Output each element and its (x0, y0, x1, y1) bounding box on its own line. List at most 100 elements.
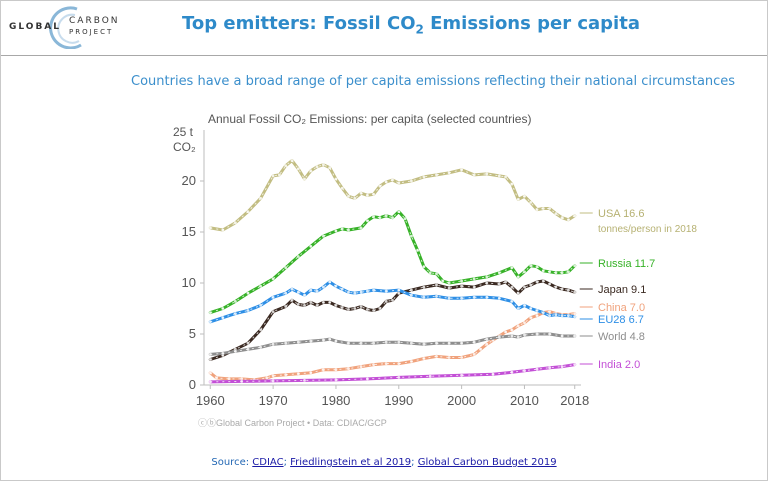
chart-axes: 0 5 10 15 20 1960 1970 1980 1990 2000 2010 2018 ⓒⓑGl… (182, 130, 589, 428)
data-point-usa (378, 184, 382, 188)
data-point-japan (504, 280, 507, 284)
data-point-china (479, 347, 482, 351)
data-point-usa (278, 173, 281, 177)
data-point-japan (328, 301, 332, 304)
data-point-eu28 (460, 296, 463, 300)
data-point-usa (221, 228, 225, 232)
data-point-eu28 (303, 293, 306, 297)
data-point-world (472, 340, 476, 344)
data-point-usa (353, 196, 357, 200)
data-point-usa (246, 210, 250, 214)
data-point-china (523, 321, 526, 325)
data-point-japan (359, 305, 363, 308)
data-point-russia (510, 266, 514, 270)
data-point-china (347, 367, 350, 371)
data-point-world (322, 338, 325, 342)
data-point-japan (485, 281, 489, 285)
data-point-china (240, 377, 244, 381)
data-point-usa (497, 174, 501, 178)
data-point-japan (378, 307, 382, 310)
data-point-eu28 (284, 291, 288, 295)
data-point-japan (353, 307, 357, 310)
y-tick-label: 5 (189, 326, 196, 341)
data-point-russia (567, 270, 570, 274)
title-main: Top emitters: Fossil CO (182, 13, 416, 34)
data-point-russia (259, 284, 262, 288)
data-point-russia (296, 255, 300, 258)
data-point-japan (322, 301, 325, 304)
data-point-japan (290, 298, 294, 302)
y-tick-label: 0 (189, 377, 196, 392)
data-point-china (435, 355, 438, 358)
x-tick-label: 1990 (384, 393, 413, 408)
data-point-eu28 (322, 285, 325, 289)
data-point-china (208, 371, 212, 375)
data-point-world (221, 352, 225, 355)
data-point-china (397, 362, 401, 365)
data-point-usa (447, 171, 451, 175)
data-point-world (548, 332, 551, 336)
data-point-world (573, 334, 577, 338)
data-point-russia (460, 279, 463, 283)
data-point-usa (554, 212, 558, 216)
data-point-india (548, 366, 551, 370)
data-point-eu28 (548, 314, 551, 317)
series-extra-usa: tonnes/person in 2018 (598, 224, 697, 235)
data-point-india (523, 369, 526, 373)
data-point-world (372, 341, 375, 345)
data-point-world (359, 341, 363, 345)
data-point-japan (309, 301, 313, 304)
series-label-china: China 7.0 (598, 302, 645, 314)
data-point-usa (485, 172, 489, 176)
x-tick-label: 1960 (196, 393, 225, 408)
data-point-eu28 (271, 295, 275, 299)
data-point-russia (246, 291, 250, 295)
data-point-china (422, 357, 426, 360)
data-point-usa (359, 191, 363, 195)
emissions-chart: Annual Fossil CO₂ Emissions: per capita … (173, 112, 697, 428)
data-point-usa (410, 179, 413, 183)
source-link-cdiac[interactable]: CDIAC (252, 457, 284, 468)
data-point-china (227, 377, 231, 381)
data-point-china (548, 310, 551, 313)
data-point-eu28 (347, 290, 350, 294)
data-point-world (334, 339, 338, 343)
data-point-japan (560, 287, 564, 291)
data-point-japan (271, 310, 275, 313)
data-point-russia (334, 229, 338, 233)
data-point-india (535, 367, 539, 371)
source-link-gcb[interactable]: Global Carbon Budget 2019 (417, 457, 557, 468)
data-point-eu28 (208, 320, 212, 324)
data-point-usa (340, 186, 344, 190)
data-point-eu28 (309, 288, 313, 292)
series-label-japan: Japan 9.1 (598, 284, 646, 296)
data-point-india (573, 363, 577, 366)
data-point-india (491, 372, 495, 376)
data-point-world (246, 347, 250, 351)
y-tick-label: 10 (182, 275, 196, 290)
data-point-world (447, 341, 451, 345)
data-point-japan (472, 285, 476, 289)
data-point-usa (523, 194, 526, 198)
data-point-usa (529, 201, 533, 204)
data-point-japan (422, 285, 426, 289)
source-link-friedlingstein[interactable]: Friedlingstein et al 2019 (290, 457, 412, 468)
data-point-china (384, 362, 388, 365)
series-dash-usa (210, 159, 575, 231)
data-point-usa (290, 159, 294, 163)
data-point-japan (510, 285, 514, 289)
data-point-usa (372, 192, 375, 196)
data-point-russia (359, 226, 363, 230)
data-point-japan (548, 282, 551, 286)
data-point-japan (340, 306, 344, 309)
data-point-eu28 (485, 295, 489, 299)
data-point-russia (372, 215, 375, 219)
data-point-usa (334, 177, 338, 181)
data-point-usa (303, 177, 306, 181)
data-point-japan (523, 285, 526, 289)
data-point-india (334, 378, 338, 382)
data-point-usa (560, 216, 564, 220)
chart-credit: ⓒⓑGlobal Carbon Project • Data: CDIAC/GC… (198, 418, 387, 428)
data-point-russia (366, 219, 369, 223)
